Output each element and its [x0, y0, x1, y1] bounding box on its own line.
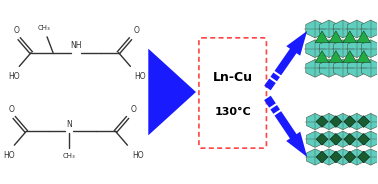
Polygon shape: [315, 51, 329, 62]
Polygon shape: [357, 51, 370, 62]
Polygon shape: [264, 96, 307, 157]
Polygon shape: [358, 116, 370, 128]
Polygon shape: [344, 151, 356, 163]
Polygon shape: [264, 31, 307, 90]
Polygon shape: [344, 133, 356, 145]
Polygon shape: [347, 59, 366, 77]
Polygon shape: [357, 31, 370, 43]
Polygon shape: [321, 113, 338, 130]
Polygon shape: [148, 49, 196, 135]
Polygon shape: [343, 51, 357, 62]
Polygon shape: [333, 40, 352, 58]
Polygon shape: [307, 113, 324, 130]
Polygon shape: [330, 133, 342, 145]
Polygon shape: [362, 149, 378, 165]
Polygon shape: [306, 40, 324, 58]
Polygon shape: [320, 59, 338, 77]
Text: HO: HO: [132, 151, 144, 160]
Polygon shape: [316, 133, 328, 145]
Polygon shape: [358, 133, 370, 145]
Polygon shape: [348, 131, 365, 147]
Polygon shape: [333, 59, 352, 77]
Polygon shape: [321, 131, 338, 147]
Polygon shape: [344, 116, 356, 128]
Polygon shape: [343, 31, 357, 43]
Polygon shape: [361, 59, 378, 77]
Text: 130°C: 130°C: [214, 107, 251, 117]
Polygon shape: [335, 131, 352, 147]
Polygon shape: [316, 151, 328, 163]
Text: HO: HO: [3, 151, 15, 160]
Polygon shape: [330, 116, 342, 128]
Polygon shape: [320, 20, 338, 38]
Polygon shape: [348, 149, 365, 165]
Polygon shape: [333, 20, 352, 38]
Polygon shape: [348, 113, 365, 130]
Polygon shape: [329, 31, 343, 43]
Polygon shape: [347, 20, 366, 38]
Text: O: O: [130, 105, 136, 114]
Text: O: O: [133, 26, 139, 35]
Polygon shape: [361, 20, 378, 38]
Text: CH₃: CH₃: [38, 25, 50, 31]
Text: CH₃: CH₃: [62, 153, 75, 159]
Text: O: O: [13, 26, 19, 35]
Polygon shape: [330, 151, 342, 163]
Polygon shape: [362, 131, 378, 147]
Text: HO: HO: [8, 72, 20, 81]
Polygon shape: [335, 113, 352, 130]
Polygon shape: [307, 149, 324, 165]
Polygon shape: [315, 31, 329, 43]
Polygon shape: [307, 131, 324, 147]
Text: N: N: [66, 120, 72, 129]
Text: O: O: [8, 105, 14, 114]
Text: HO: HO: [135, 72, 146, 81]
Text: NH: NH: [70, 41, 82, 50]
FancyBboxPatch shape: [199, 38, 266, 148]
Polygon shape: [358, 151, 370, 163]
Polygon shape: [329, 51, 343, 62]
Polygon shape: [335, 149, 352, 165]
Polygon shape: [361, 40, 378, 58]
Polygon shape: [306, 20, 324, 38]
Polygon shape: [362, 113, 378, 130]
Polygon shape: [306, 59, 324, 77]
Polygon shape: [347, 40, 366, 58]
Polygon shape: [321, 149, 338, 165]
Polygon shape: [316, 116, 328, 128]
Text: Ln-Cu: Ln-Cu: [213, 71, 253, 84]
Polygon shape: [320, 40, 338, 58]
